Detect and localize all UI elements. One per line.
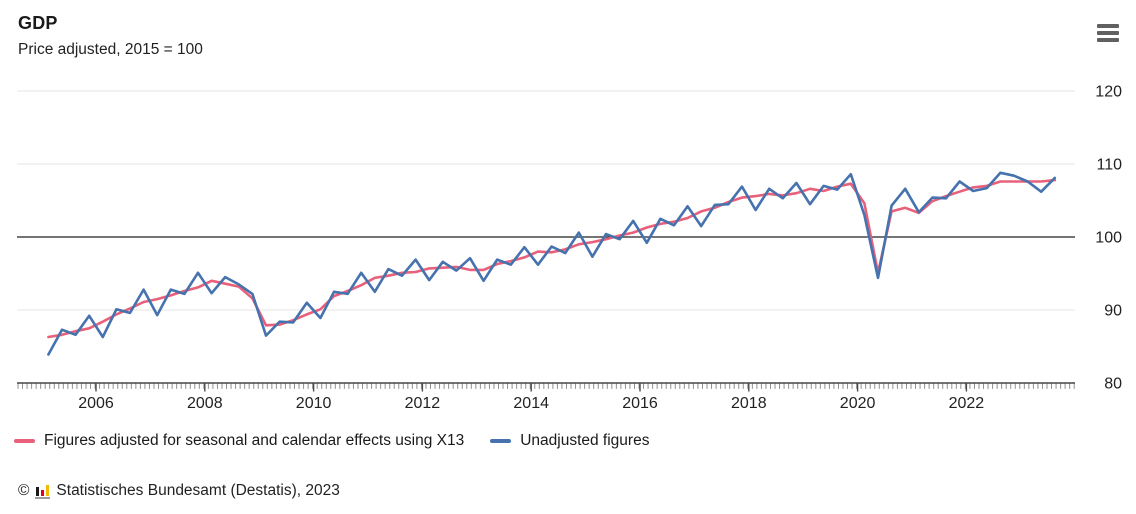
y-axis-label: 100 [1095,230,1122,247]
x-axis-label: 2020 [840,395,876,412]
x-axis-label: 2006 [78,395,114,412]
x-axis-label: 2022 [949,395,985,412]
hamburger-bar [1097,38,1119,42]
hamburger-bar [1097,31,1119,35]
y-axis-label: 110 [1096,157,1122,174]
legend-item-unadjusted[interactable]: Unadjusted figures [490,432,649,450]
x-axis-label: 2018 [731,395,767,412]
source-text: Statistisches Bundesamt (Destatis), 2023 [56,482,340,499]
x-axis-label: 2012 [405,395,441,412]
legend-label-adjusted: Figures adjusted for seasonal and calend… [44,432,465,449]
page-title: GDP [18,13,58,33]
legend-item-adjusted[interactable]: Figures adjusted for seasonal and calend… [14,432,464,450]
legend-label-unadjusted: Unadjusted figures [520,432,650,449]
hamburger-bar [1097,24,1119,28]
copyright-symbol: © [18,482,30,499]
source-line: © Statistisches Bundesamt (Destatis), 20… [18,482,340,500]
chart-subtitle: Price adjusted, 2015 = 100 [18,41,203,58]
x-axis-label: 2014 [513,395,549,412]
y-axis-label: 90 [1104,303,1122,320]
destatis-logo-icon [35,483,51,499]
unadjusted-series-line[interactable] [47,171,1057,356]
unadjusted-series-swatch [490,439,512,443]
chart-header: GDP Price adjusted, 2015 = 100 [18,13,203,59]
x-axis-label: 2008 [187,395,223,412]
chart-legend: Figures adjusted for seasonal and calend… [14,432,649,450]
y-axis-label: 80 [1104,376,1122,393]
adjusted-series-line[interactable] [47,178,1057,339]
x-axis-label: 2010 [296,395,332,412]
x-axis-label: 2016 [622,395,658,412]
gdp-line-chart: 2006 2008 2010 2012 2014 2016 2018 2020 2022 80 90… [17,84,1122,412]
adjusted-series-swatch [14,439,35,443]
hamburger-menu-icon[interactable] [1097,24,1119,42]
y-axis-label: 120 [1095,84,1122,101]
